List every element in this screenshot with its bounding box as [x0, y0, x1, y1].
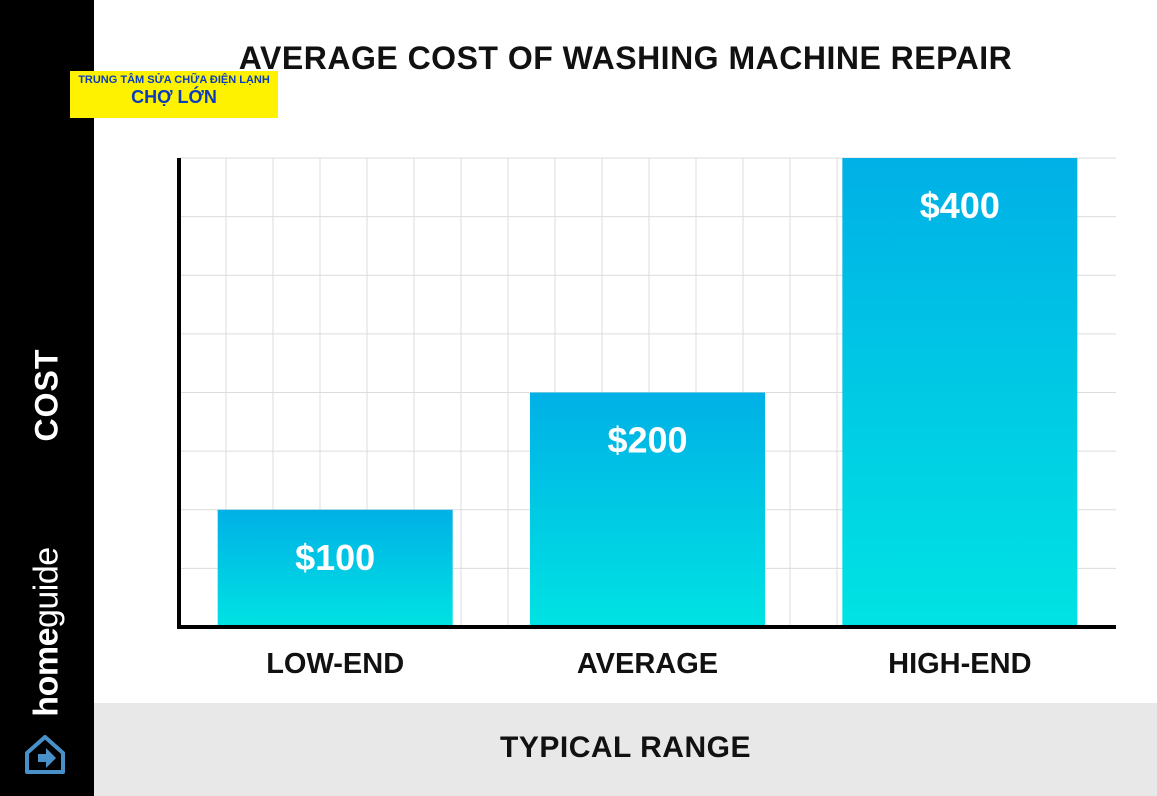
x-axis-footer [94, 703, 1157, 796]
bar-high-end [842, 158, 1078, 627]
side-band [0, 0, 94, 796]
bar-low-end [217, 509, 453, 627]
watermark-stamp: TRUNG TÂM SỬA CHỮA ĐIỆN LẠNH CHỢ LỚN [70, 71, 278, 118]
bar-value-label: $100 [295, 537, 375, 578]
watermark-line1: TRUNG TÂM SỬA CHỮA ĐIỆN LẠNH [78, 74, 270, 86]
chart-title: AVERAGE COST OF WASHING MACHINE REPAIR [238, 40, 1013, 76]
x-tick-label: HIGH-END [888, 648, 1031, 680]
bar-value-label: $400 [920, 185, 1000, 226]
x-tick-label: AVERAGE [577, 648, 718, 680]
watermark-line2: CHỢ LỚN [131, 87, 217, 107]
bar-average [530, 392, 765, 627]
x-tick-label: LOW-END [266, 648, 404, 680]
bar-value-label: $200 [607, 420, 687, 461]
house-icon [25, 735, 65, 774]
x-axis-label: TYPICAL RANGE [500, 731, 751, 764]
